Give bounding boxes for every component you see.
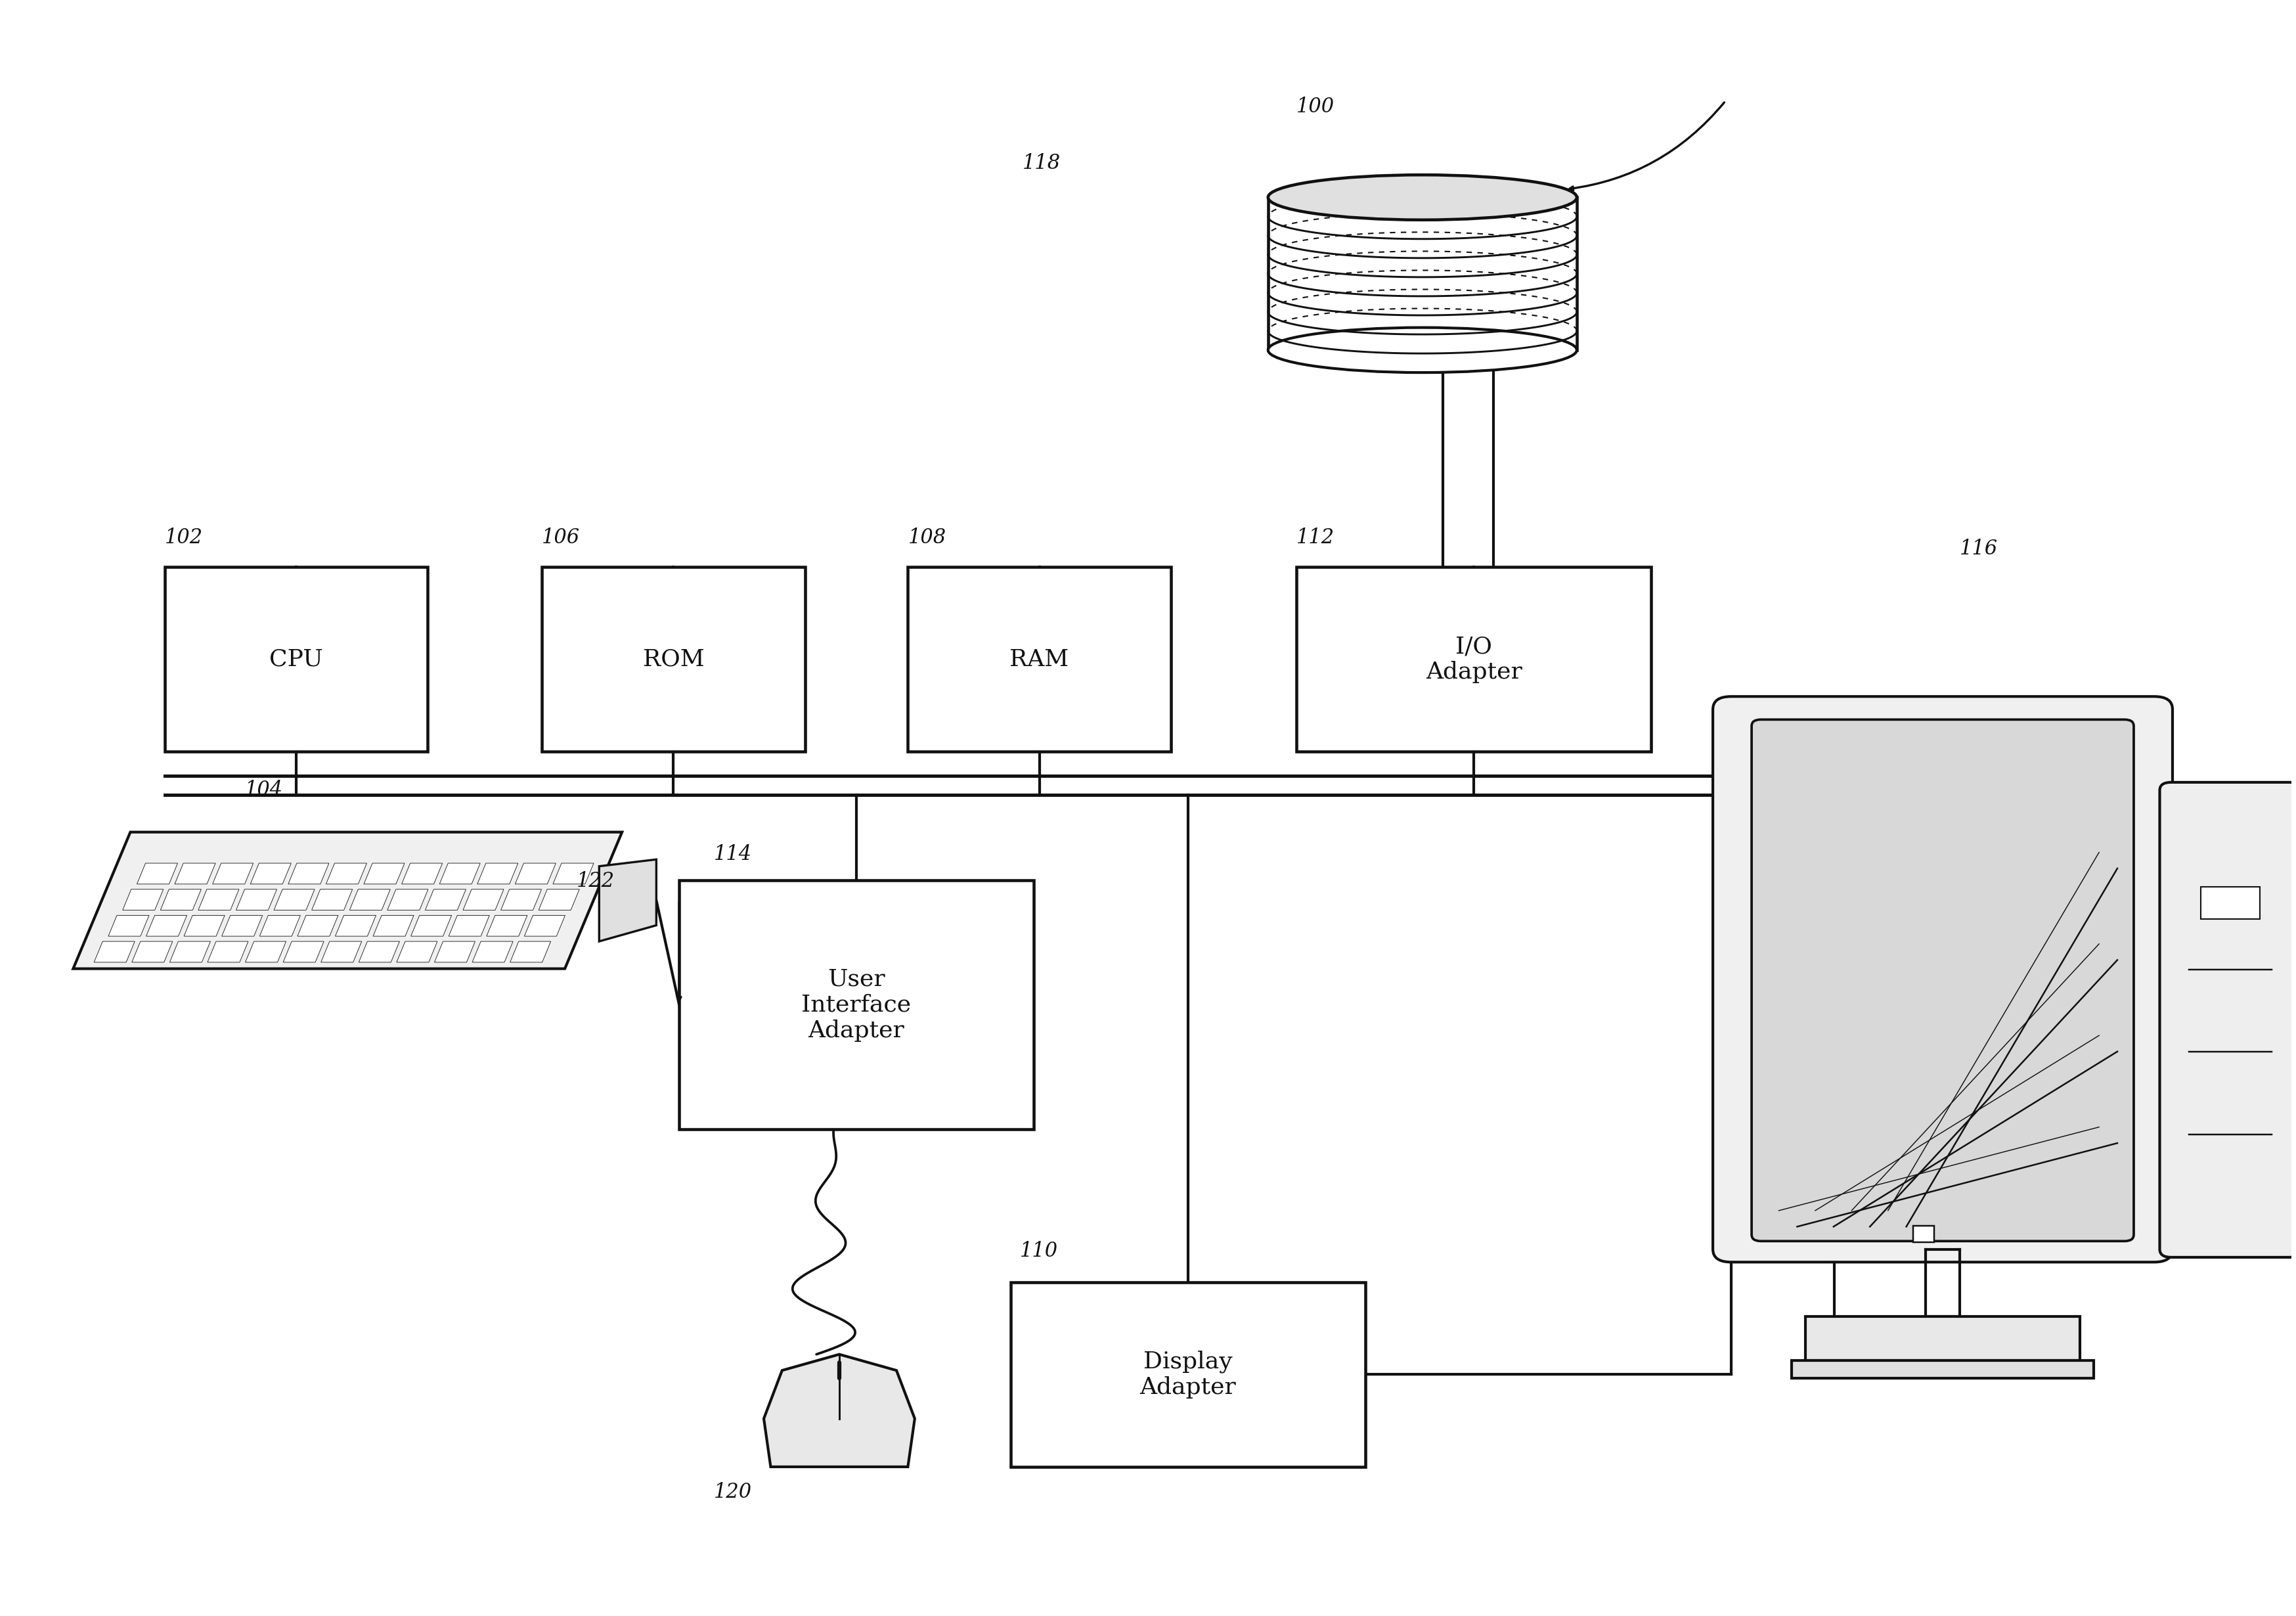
Polygon shape — [448, 915, 489, 936]
Ellipse shape — [1267, 328, 1577, 373]
Polygon shape — [174, 863, 216, 884]
Polygon shape — [184, 915, 225, 936]
Polygon shape — [487, 915, 528, 936]
Text: 122: 122 — [576, 871, 615, 892]
Polygon shape — [388, 889, 427, 910]
Polygon shape — [298, 915, 338, 936]
Polygon shape — [425, 889, 466, 910]
Polygon shape — [246, 942, 287, 962]
Text: ROM: ROM — [643, 648, 705, 671]
Bar — [1913, 1225, 1933, 1243]
Polygon shape — [282, 942, 324, 962]
Text: User
Interface
Adapter: User Interface Adapter — [801, 968, 912, 1042]
FancyBboxPatch shape — [1752, 719, 2133, 1241]
Polygon shape — [289, 863, 328, 884]
Polygon shape — [478, 863, 519, 884]
Polygon shape — [321, 942, 363, 962]
Polygon shape — [94, 942, 135, 962]
Text: 118: 118 — [1022, 154, 1061, 173]
Polygon shape — [131, 942, 172, 962]
Polygon shape — [439, 863, 480, 884]
Polygon shape — [434, 942, 475, 962]
Polygon shape — [599, 860, 657, 942]
Polygon shape — [349, 889, 390, 910]
Polygon shape — [147, 915, 186, 936]
FancyBboxPatch shape — [2161, 782, 2296, 1257]
Polygon shape — [358, 942, 400, 962]
Polygon shape — [553, 863, 595, 884]
Text: Display
Adapter: Display Adapter — [1139, 1349, 1235, 1399]
Text: CPU: CPU — [269, 648, 324, 671]
Bar — [165, 567, 427, 751]
Text: 114: 114 — [714, 844, 751, 865]
Polygon shape — [411, 915, 452, 936]
Polygon shape — [335, 915, 377, 936]
Text: 106: 106 — [542, 527, 581, 548]
Text: 116: 116 — [1961, 538, 1998, 559]
Polygon shape — [214, 863, 253, 884]
Polygon shape — [223, 915, 262, 936]
Polygon shape — [236, 889, 278, 910]
Polygon shape — [73, 832, 622, 968]
Polygon shape — [372, 915, 413, 936]
Polygon shape — [207, 942, 248, 962]
Polygon shape — [523, 915, 565, 936]
Bar — [1791, 1361, 2094, 1378]
Bar — [1010, 1281, 1366, 1467]
Text: I/O
Adapter: I/O Adapter — [1426, 635, 1522, 684]
Text: 112: 112 — [1297, 527, 1334, 548]
Polygon shape — [170, 942, 211, 962]
Polygon shape — [122, 889, 163, 910]
Text: 120: 120 — [714, 1482, 751, 1503]
Text: 104: 104 — [246, 779, 282, 800]
Polygon shape — [197, 889, 239, 910]
Polygon shape — [540, 889, 579, 910]
Bar — [680, 881, 1033, 1130]
Polygon shape — [138, 863, 177, 884]
Polygon shape — [161, 889, 202, 910]
FancyBboxPatch shape — [1713, 696, 2172, 1262]
Bar — [1297, 567, 1651, 751]
Polygon shape — [510, 942, 551, 962]
Text: 102: 102 — [165, 527, 202, 548]
Bar — [2202, 887, 2259, 920]
Polygon shape — [363, 863, 404, 884]
Polygon shape — [273, 889, 315, 910]
Polygon shape — [501, 889, 542, 910]
Polygon shape — [312, 889, 354, 910]
Bar — [1805, 1317, 2080, 1361]
Text: RAM: RAM — [1010, 648, 1070, 671]
Polygon shape — [402, 863, 443, 884]
Polygon shape — [514, 863, 556, 884]
Polygon shape — [250, 863, 292, 884]
Polygon shape — [259, 915, 301, 936]
Polygon shape — [464, 889, 503, 910]
Bar — [542, 567, 806, 751]
Text: 100: 100 — [1297, 97, 1334, 116]
Ellipse shape — [1267, 175, 1577, 220]
Text: 110: 110 — [1019, 1241, 1058, 1260]
Polygon shape — [397, 942, 436, 962]
Polygon shape — [108, 915, 149, 936]
Polygon shape — [473, 942, 512, 962]
Polygon shape — [765, 1354, 914, 1467]
Bar — [907, 567, 1171, 751]
Text: 108: 108 — [907, 527, 946, 548]
Polygon shape — [326, 863, 367, 884]
